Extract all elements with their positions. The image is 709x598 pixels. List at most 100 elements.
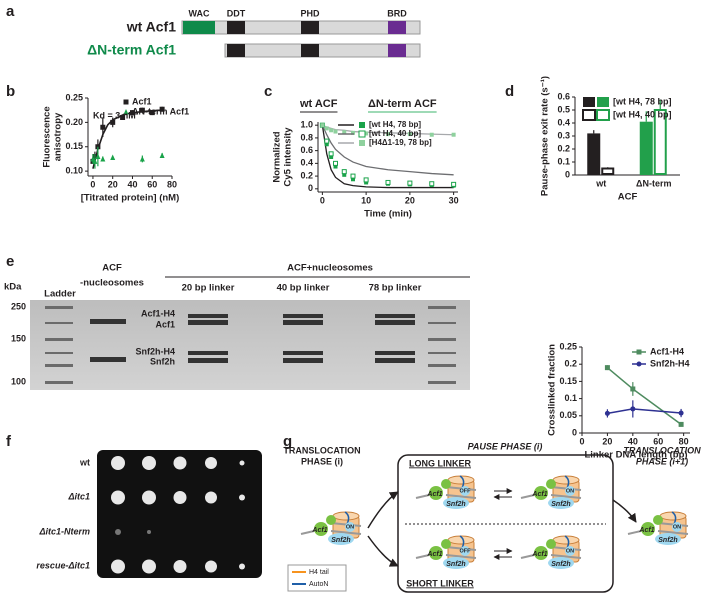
plate-image bbox=[97, 450, 262, 578]
colony-spot bbox=[111, 559, 125, 574]
marker bbox=[351, 177, 355, 182]
marker bbox=[363, 177, 369, 183]
marker bbox=[350, 173, 356, 179]
panel-label: g bbox=[283, 433, 292, 450]
domain-label: PHD bbox=[300, 8, 320, 18]
colony-spot bbox=[239, 563, 245, 570]
marker bbox=[678, 421, 684, 427]
y-tick-label: 0.6 bbox=[300, 145, 313, 155]
snf2h bbox=[548, 497, 574, 509]
marker bbox=[333, 160, 338, 166]
acf1-label: Acf1 bbox=[531, 491, 547, 498]
marker bbox=[149, 110, 155, 116]
gel-image bbox=[30, 300, 470, 390]
legend-label: [wt H4, 40 bp] bbox=[613, 109, 672, 119]
legend-label: ΔN-term Acf1 bbox=[132, 106, 189, 116]
model-diagram: TRANSLOCATION PHASE (i) PAUSE PHASE (i) … bbox=[283, 441, 701, 593]
legend-label: AutoN bbox=[309, 581, 328, 588]
y-tick-label: 0.25 bbox=[65, 92, 83, 102]
legend-label: [H4Δ1-19, 78 bp] bbox=[369, 138, 432, 147]
state-label: ON bbox=[566, 548, 574, 554]
acf1 bbox=[546, 479, 556, 489]
y-axis-label: anisotropy bbox=[53, 112, 64, 161]
y-tick-label: 0.1 bbox=[564, 393, 577, 403]
y-axis-label: Normalized bbox=[272, 131, 283, 182]
lane-label: Ladder bbox=[44, 289, 76, 300]
y-tick-label: 0.1 bbox=[557, 156, 570, 166]
colony-spot bbox=[205, 457, 217, 469]
marker bbox=[120, 115, 126, 120]
marker bbox=[324, 142, 329, 147]
bar bbox=[587, 133, 601, 175]
x-axis-label: [Titrated protein] (nM) bbox=[81, 193, 180, 204]
y-tick-label: 0.2 bbox=[300, 170, 313, 180]
fit-line bbox=[92, 109, 163, 169]
y-tick-label: 0.25 bbox=[559, 341, 577, 351]
y-axis-label: Cy5 intensity bbox=[283, 127, 294, 187]
strain-label: Δitc1-Nterm bbox=[38, 526, 90, 536]
state-label: OFF bbox=[460, 488, 472, 494]
colony-spot bbox=[111, 456, 125, 470]
dna-wrap bbox=[550, 554, 582, 559]
x-tick-label: 0 bbox=[90, 179, 95, 189]
y-axis-label: Fluorescence bbox=[42, 106, 53, 167]
y-tick-label: 0.4 bbox=[300, 158, 313, 168]
marker bbox=[333, 129, 338, 134]
marker bbox=[92, 158, 98, 164]
state-label: ON bbox=[566, 488, 574, 494]
marker bbox=[429, 181, 435, 187]
acf1 bbox=[441, 479, 451, 489]
colony-spot bbox=[205, 560, 217, 573]
domain bbox=[227, 44, 245, 57]
acf1-label: Acf1 bbox=[426, 551, 442, 558]
acf1 bbox=[534, 486, 548, 500]
strain-label: wt bbox=[79, 457, 90, 467]
mw-marker: 250 bbox=[11, 301, 26, 311]
marker bbox=[100, 155, 106, 162]
domain-label: DDT bbox=[227, 8, 246, 18]
dna-wrap bbox=[445, 494, 477, 499]
marker bbox=[159, 152, 165, 159]
x-tick-label: ΔN-term bbox=[636, 178, 671, 188]
acf1-label: Acf1 bbox=[638, 527, 654, 534]
phase-label: TRANSLOCATION bbox=[283, 445, 360, 455]
y-tick-label: 0.15 bbox=[559, 376, 577, 386]
y-tick-label: 1.0 bbox=[300, 120, 313, 130]
marker bbox=[95, 153, 101, 159]
panel-label: e bbox=[6, 253, 14, 270]
domain-label: BRD bbox=[387, 8, 407, 18]
snf2h bbox=[548, 557, 574, 569]
marker bbox=[364, 180, 369, 185]
domain bbox=[301, 21, 319, 34]
colony-spot bbox=[205, 491, 217, 504]
x-tick-label: wt bbox=[595, 178, 606, 188]
data-line bbox=[606, 367, 682, 426]
snf2h-label: Snf2h bbox=[551, 561, 570, 568]
yeast-plate: wt Δitc1 Δitc1-Nterm rescue-Δitc1 bbox=[36, 450, 262, 578]
colony-spot bbox=[173, 560, 187, 573]
marker bbox=[324, 138, 330, 144]
acf1 bbox=[653, 515, 663, 525]
y-tick-label: 0 bbox=[572, 427, 577, 437]
arrow bbox=[367, 491, 399, 529]
marker bbox=[110, 119, 116, 125]
marker bbox=[341, 169, 347, 175]
legend-marker bbox=[123, 109, 129, 115]
gel: kDa 250 150 100 Ladder ACF -nucleosomes … bbox=[4, 263, 470, 390]
y-tick-label: 0.3 bbox=[557, 130, 570, 140]
marker bbox=[386, 132, 390, 137]
x-tick-label: 20 bbox=[602, 436, 612, 446]
x-tick-label: 20 bbox=[108, 179, 118, 189]
legend-marker bbox=[359, 140, 365, 146]
band-label: Acf1-H4 bbox=[141, 308, 175, 318]
legend-marker bbox=[359, 122, 365, 128]
x-tick-label: 80 bbox=[679, 436, 689, 446]
marker bbox=[351, 130, 355, 135]
marker bbox=[385, 179, 391, 185]
state-label: ON bbox=[346, 524, 354, 530]
legend-swatch bbox=[596, 109, 610, 121]
data-line bbox=[321, 124, 454, 176]
domain bbox=[388, 44, 406, 57]
marker bbox=[451, 181, 457, 187]
marker bbox=[324, 126, 329, 131]
